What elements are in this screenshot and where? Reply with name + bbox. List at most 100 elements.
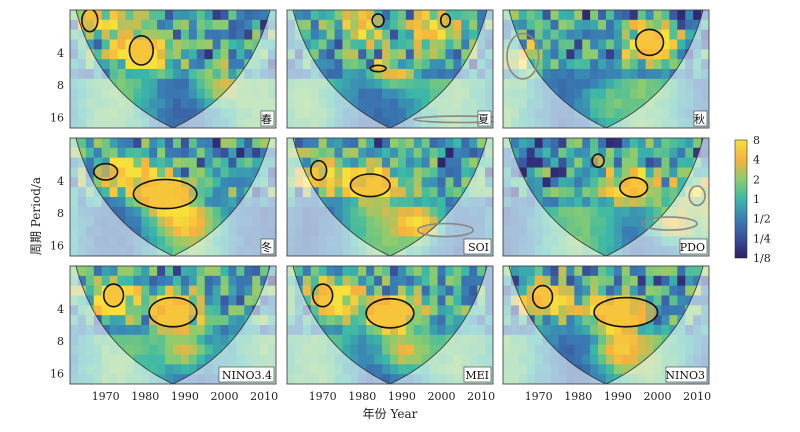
heatmap-cell xyxy=(133,285,142,296)
heatmap-cell xyxy=(437,266,446,277)
heatmap-cell xyxy=(518,167,528,178)
heatmap-cell xyxy=(437,177,446,188)
heatmap-cell xyxy=(429,295,439,306)
heatmap-cell xyxy=(173,374,182,384)
heatmap-cell xyxy=(188,197,198,208)
heatmap-cell xyxy=(685,10,694,21)
heatmap-cell xyxy=(477,275,486,287)
heatmap-cell xyxy=(629,197,639,208)
heatmap-cell xyxy=(141,138,150,149)
heatmap-cell xyxy=(653,325,662,336)
heatmap-cell xyxy=(461,285,470,296)
heatmap-cell xyxy=(358,69,367,80)
heatmap-cell xyxy=(318,59,328,70)
heatmap-cell xyxy=(390,354,399,365)
heatmap-cell xyxy=(374,138,383,149)
heatmap-cell xyxy=(196,285,206,296)
heatmap-cell xyxy=(204,59,214,70)
heatmap-cell xyxy=(621,344,631,355)
heatmap-cell xyxy=(606,177,615,188)
heatmap-cell xyxy=(574,39,583,50)
heatmap-cell xyxy=(518,19,528,31)
heatmap-cell xyxy=(157,59,166,70)
heatmap-cell xyxy=(141,19,150,31)
heatmap-cell xyxy=(180,167,190,178)
significance-contour xyxy=(148,296,198,328)
heatmap-cell xyxy=(598,187,607,198)
heatmap-cell xyxy=(405,138,415,149)
heatmap-cell xyxy=(445,49,454,60)
heatmap-cell xyxy=(165,354,174,365)
heatmap-cell xyxy=(342,295,351,306)
heatmap-cell xyxy=(318,10,328,21)
heatmap-cell xyxy=(149,167,158,178)
heatmap-cell xyxy=(382,108,391,119)
heatmap-cell xyxy=(220,285,229,296)
heatmap-cell xyxy=(366,236,375,247)
colorbar-label: 8 xyxy=(753,134,760,147)
wavelet-panel: 秋 xyxy=(502,9,710,129)
heatmap-cell xyxy=(550,157,559,168)
heatmap-cell xyxy=(125,147,134,159)
heatmap-cell xyxy=(220,305,229,316)
heatmap-cell xyxy=(374,364,383,375)
heatmap-cell xyxy=(220,177,229,188)
panel-label: PDO xyxy=(680,241,705,254)
heatmap-cell xyxy=(542,315,552,326)
heatmap-cell xyxy=(117,49,126,60)
heatmap-cell xyxy=(93,147,103,159)
heatmap-cell xyxy=(613,167,623,178)
heatmap-cell xyxy=(204,305,214,316)
heatmap-cell xyxy=(574,295,583,306)
heatmap-cell xyxy=(413,147,423,159)
heatmap-cell xyxy=(421,334,431,346)
heatmap-cell xyxy=(366,10,375,21)
heatmap-cell xyxy=(157,138,166,149)
heatmap-cell xyxy=(653,275,662,287)
heatmap-cell xyxy=(477,19,486,31)
heatmap-cell xyxy=(590,59,599,70)
heatmap-cell xyxy=(606,246,615,256)
heatmap-cell xyxy=(244,19,253,31)
heatmap-cell xyxy=(661,49,670,60)
heatmap-cell xyxy=(582,98,591,109)
heatmap-cell xyxy=(445,177,454,188)
heatmap-cell xyxy=(606,236,615,247)
heatmap-cell xyxy=(204,197,214,208)
heatmap-cell xyxy=(613,216,623,227)
heatmap-cell xyxy=(212,266,222,277)
heatmap-cell xyxy=(461,147,470,159)
heatmap-cell xyxy=(405,59,415,70)
heatmap-cell xyxy=(165,138,174,149)
heatmap-cell xyxy=(117,167,126,178)
heatmap-cell xyxy=(252,138,261,149)
heatmap-cell xyxy=(326,266,336,277)
cone-of-influence-line xyxy=(75,266,271,384)
heatmap-cell xyxy=(212,78,222,90)
heatmap-cell xyxy=(85,138,95,149)
heatmap-cell xyxy=(390,49,399,60)
heatmap-cell xyxy=(180,59,190,70)
panel-label-box xyxy=(260,238,275,255)
heatmap-cell xyxy=(196,344,206,355)
heatmap-cell xyxy=(342,187,351,198)
heatmap-cell xyxy=(374,59,383,70)
heatmap-cell xyxy=(534,29,544,40)
heatmap-cell xyxy=(606,10,615,21)
heatmap-cell xyxy=(366,206,375,218)
heatmap-cell xyxy=(629,275,639,287)
heatmap-cell xyxy=(109,197,119,208)
heatmap-cell xyxy=(510,275,520,287)
heatmap-cell xyxy=(141,167,150,178)
heatmap-cell xyxy=(117,206,126,218)
heatmap-cell xyxy=(302,19,312,31)
heatmap-cell xyxy=(318,147,328,159)
heatmap-cell xyxy=(382,226,391,237)
heatmap-cell xyxy=(405,177,415,188)
heatmap-cell xyxy=(566,334,575,346)
heatmap-cell xyxy=(334,147,343,159)
heatmap-cell xyxy=(149,59,158,70)
heatmap-cell xyxy=(637,226,647,237)
heatmap-cell xyxy=(318,49,328,60)
heatmap-cell xyxy=(165,19,174,31)
